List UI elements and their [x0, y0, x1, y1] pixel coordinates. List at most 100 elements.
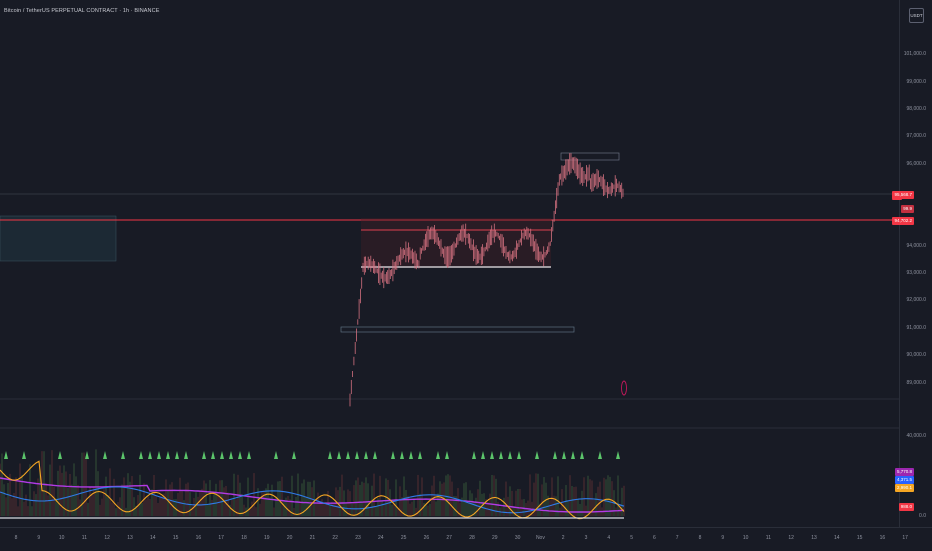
signal-triangle-icon — [85, 451, 89, 459]
time-tick: 9 — [721, 535, 725, 541]
time-tick: 27 — [446, 535, 452, 541]
signal-triangle-icon — [364, 451, 368, 459]
price-label: 92,000.0 — [906, 297, 926, 303]
price-label: 91,000.0 — [906, 325, 926, 331]
time-tick: 28 — [469, 535, 475, 541]
time-tick: 19 — [264, 535, 270, 541]
ma-purple-badge: 5,770.8 — [894, 468, 914, 476]
signal-triangle-icon — [409, 451, 413, 459]
time-tick: 25 — [400, 535, 407, 541]
signal-triangle-icon — [535, 451, 539, 459]
signal-triangle-icon — [553, 451, 557, 459]
signal-triangle-icon — [229, 451, 233, 459]
price-label: 90,000.0 — [906, 352, 926, 358]
signal-triangle-icon — [598, 451, 602, 459]
price-label: 101,000.0 — [903, 51, 926, 57]
time-tick: 4 — [607, 535, 611, 541]
resistance-badge: 94,702.2 — [892, 217, 914, 225]
price-label: 94,000.0 — [906, 243, 926, 249]
time-tick: 8 — [14, 535, 18, 541]
last-price-badge: 95,568.7 — [892, 191, 914, 199]
signal-triangle-icon — [202, 451, 206, 459]
time-axis[interactable]: 8 9 10 11 12 13 14 15 16 17 18 19 20 21 22 23 24 25 26 27 28… — [0, 527, 932, 551]
time-tick: 16 — [879, 535, 886, 541]
signal-triangle-icon — [175, 451, 179, 459]
time-tick: 12 — [788, 535, 794, 541]
time-tick: 12 — [104, 535, 110, 541]
time-tick: 6 — [653, 535, 656, 541]
signal-triangle-icon — [355, 451, 359, 459]
signal-triangle-icon — [292, 451, 296, 459]
time-tick: 11 — [765, 535, 771, 541]
signal-triangle-icon — [373, 451, 377, 459]
price-label: 93,000.0 — [906, 270, 926, 276]
price-label: 98,000.0 — [906, 106, 926, 112]
signal-triangle-icon — [220, 451, 224, 459]
symbol-settings-button[interactable]: USDT — [909, 8, 924, 23]
time-tick: 24 — [378, 535, 384, 541]
signal-triangle-icon — [211, 451, 215, 459]
time-tick: 16 — [195, 535, 202, 541]
signal-triangle-icon — [139, 451, 143, 459]
signal-triangle-icon — [472, 451, 476, 459]
candles — [349, 153, 624, 407]
signal-triangle-icon — [616, 451, 620, 459]
time-tick: 2 — [561, 535, 565, 541]
demand-box[interactable] — [340, 326, 575, 333]
signal-triangle-icon — [436, 451, 440, 459]
time-tick: 30 — [514, 535, 521, 541]
ma-blue-badge: 4,371.5 — [894, 476, 914, 484]
top-right-box[interactable] — [560, 152, 620, 161]
time-tick: 17 — [218, 535, 224, 541]
time-tick: 15 — [172, 535, 179, 541]
indicator-pane — [0, 449, 625, 520]
event-marker-icon[interactable] — [621, 380, 627, 396]
signal-triangle-icon — [418, 451, 422, 459]
signal-triangle-icon — [508, 451, 512, 459]
price-label: 99,000.0 — [906, 79, 926, 85]
time-tick: 3 — [584, 535, 588, 541]
supply-zone[interactable] — [361, 218, 551, 268]
ma-blue-line — [0, 486, 625, 514]
time-tick: 20 — [286, 535, 293, 541]
signal-triangle-icon — [103, 451, 107, 459]
signal-triangle-icon — [445, 451, 449, 459]
time-tick: 15 — [856, 535, 863, 541]
signal-triangle-icon — [499, 451, 503, 459]
signal-triangle-icon — [184, 451, 188, 459]
signal-triangle-icon — [400, 451, 404, 459]
signal-triangle-icon — [274, 451, 278, 459]
ma-orange-line — [0, 460, 625, 520]
signal-triangle-icon — [157, 451, 161, 459]
time-tick: 13 — [127, 535, 133, 541]
time-tick: Nov — [535, 535, 545, 541]
signal-triangle-icon — [148, 451, 152, 459]
price-label: 97,000.0 — [906, 133, 926, 139]
time-tick: 17 — [902, 535, 908, 541]
signal-triangle-icon — [4, 451, 8, 459]
signal-triangle-icon — [571, 451, 575, 459]
time-tick: 8 — [698, 535, 702, 541]
signal-triangle-icon — [490, 451, 494, 459]
time-tick: 7 — [675, 535, 679, 541]
time-tick: 10 — [58, 535, 65, 541]
time-tick: 18 — [241, 535, 247, 541]
signal-triangle-icon — [238, 451, 242, 459]
signal-triangle-icon — [580, 451, 584, 459]
ma-orange-badge: 2,990.1 — [894, 484, 914, 492]
signal-triangle-icon — [562, 451, 566, 459]
time-tick: 23 — [355, 535, 361, 541]
price-scale[interactable]: 101,000.0 99,000.0 98,000.0 97,000.0 96,… — [899, 0, 932, 527]
left-range-box[interactable] — [0, 215, 117, 262]
time-tick: 21 — [309, 535, 316, 541]
time-tick: 14 — [834, 535, 840, 541]
time-tick: 22 — [332, 535, 338, 541]
chart-title: Bitcoin / TetherUS PERPETUAL CONTRACT · … — [4, 8, 160, 14]
time-tick: 11 — [81, 535, 87, 541]
signal-triangle-icon — [121, 451, 125, 459]
signal-triangle-icon — [328, 451, 332, 459]
time-tick: 26 — [423, 535, 430, 541]
signal-triangle-icon — [481, 451, 485, 459]
signal-triangle-icon — [58, 451, 62, 459]
